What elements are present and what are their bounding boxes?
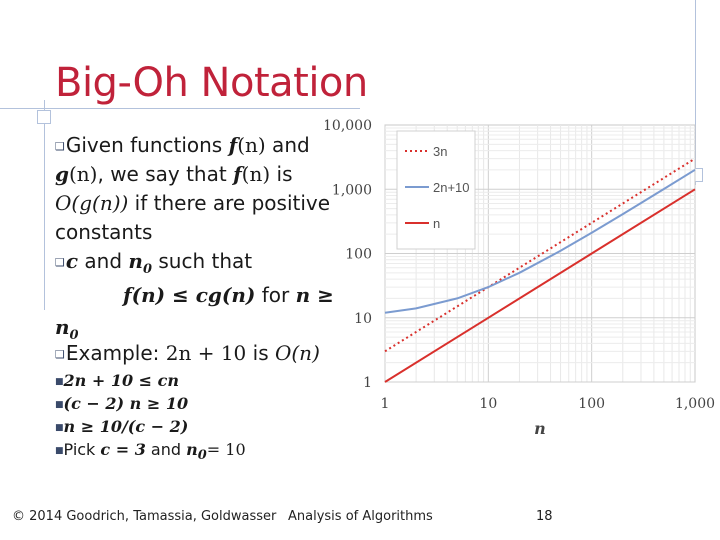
growth-chart: 1 10 100 1,000 1 10 100 1,000 10,000 n 3n 2n+10 n — [325, 118, 715, 438]
series-line-2n10 — [384, 168, 696, 314]
sub-bullet-4: ■Pick c = 3 and n0= 10 — [55, 440, 246, 464]
sub-bullet-1: ■2n + 10 ≤ cn — [55, 371, 180, 390]
sub-bullet-3: ■n ≥ 10/(c − 2) — [55, 417, 189, 436]
decor-square — [37, 110, 51, 124]
slide-title: Big-Oh Notation — [55, 60, 368, 106]
footer-copyright: © 2014 Goodrich, Tamassia, Goldwasser — [12, 509, 277, 524]
body-line-5: ❑c and n0 such that — [55, 249, 253, 277]
legend-label: n — [433, 216, 440, 231]
y-tick-label: 1 — [363, 375, 372, 391]
bullet-square-icon: ■ — [55, 377, 64, 387]
bullet-square-icon: ■ — [55, 423, 64, 433]
body-line-6: f(n) ≤ cg(n) for n ≥ — [123, 283, 334, 307]
x-tick-label: 10 — [479, 396, 497, 412]
bullet-square-icon: ❑ — [55, 348, 65, 361]
series-line-n — [384, 188, 696, 383]
x-tick-label: 100 — [578, 396, 605, 412]
body-line-8: ❑Example: 2n + 10 is O(n) — [55, 341, 320, 365]
y-tick-label: 1,000 — [332, 182, 372, 198]
x-tick-label: 1 — [381, 396, 390, 412]
bullet-square-icon: ■ — [55, 400, 64, 410]
bullet-square-icon: ■ — [55, 446, 64, 456]
body-line-3: O(g(n)) if there are positive — [55, 191, 331, 215]
legend-label: 3n — [433, 144, 447, 159]
x-axis-label: n — [534, 419, 546, 438]
body-line-2: g(n), we say that f(n) is — [55, 162, 293, 186]
body-line-7: n0 — [55, 315, 79, 343]
sub-bullet-2: ■(c − 2) n ≥ 10 — [55, 394, 189, 413]
decor-left-line — [44, 100, 45, 310]
decor-top-line — [0, 108, 360, 109]
y-tick-label: 100 — [345, 247, 372, 263]
body-line-4: constants — [55, 220, 153, 244]
series-line-3n — [384, 157, 696, 353]
page-number: 18 — [536, 509, 553, 524]
bullet-square-icon: ❑ — [55, 140, 65, 153]
y-tick-label: 10 — [354, 311, 372, 327]
x-tick-label: 1,000 — [675, 396, 715, 412]
decor-right-line — [695, 0, 696, 185]
body-line-1: ❑Given functions f(n) and — [55, 133, 310, 157]
y-tick-label: 10,000 — [325, 118, 372, 134]
footer-course: Analysis of Algorithms — [288, 509, 433, 524]
bullet-square-icon: ❑ — [55, 256, 65, 269]
legend-label: 2n+10 — [433, 180, 470, 195]
